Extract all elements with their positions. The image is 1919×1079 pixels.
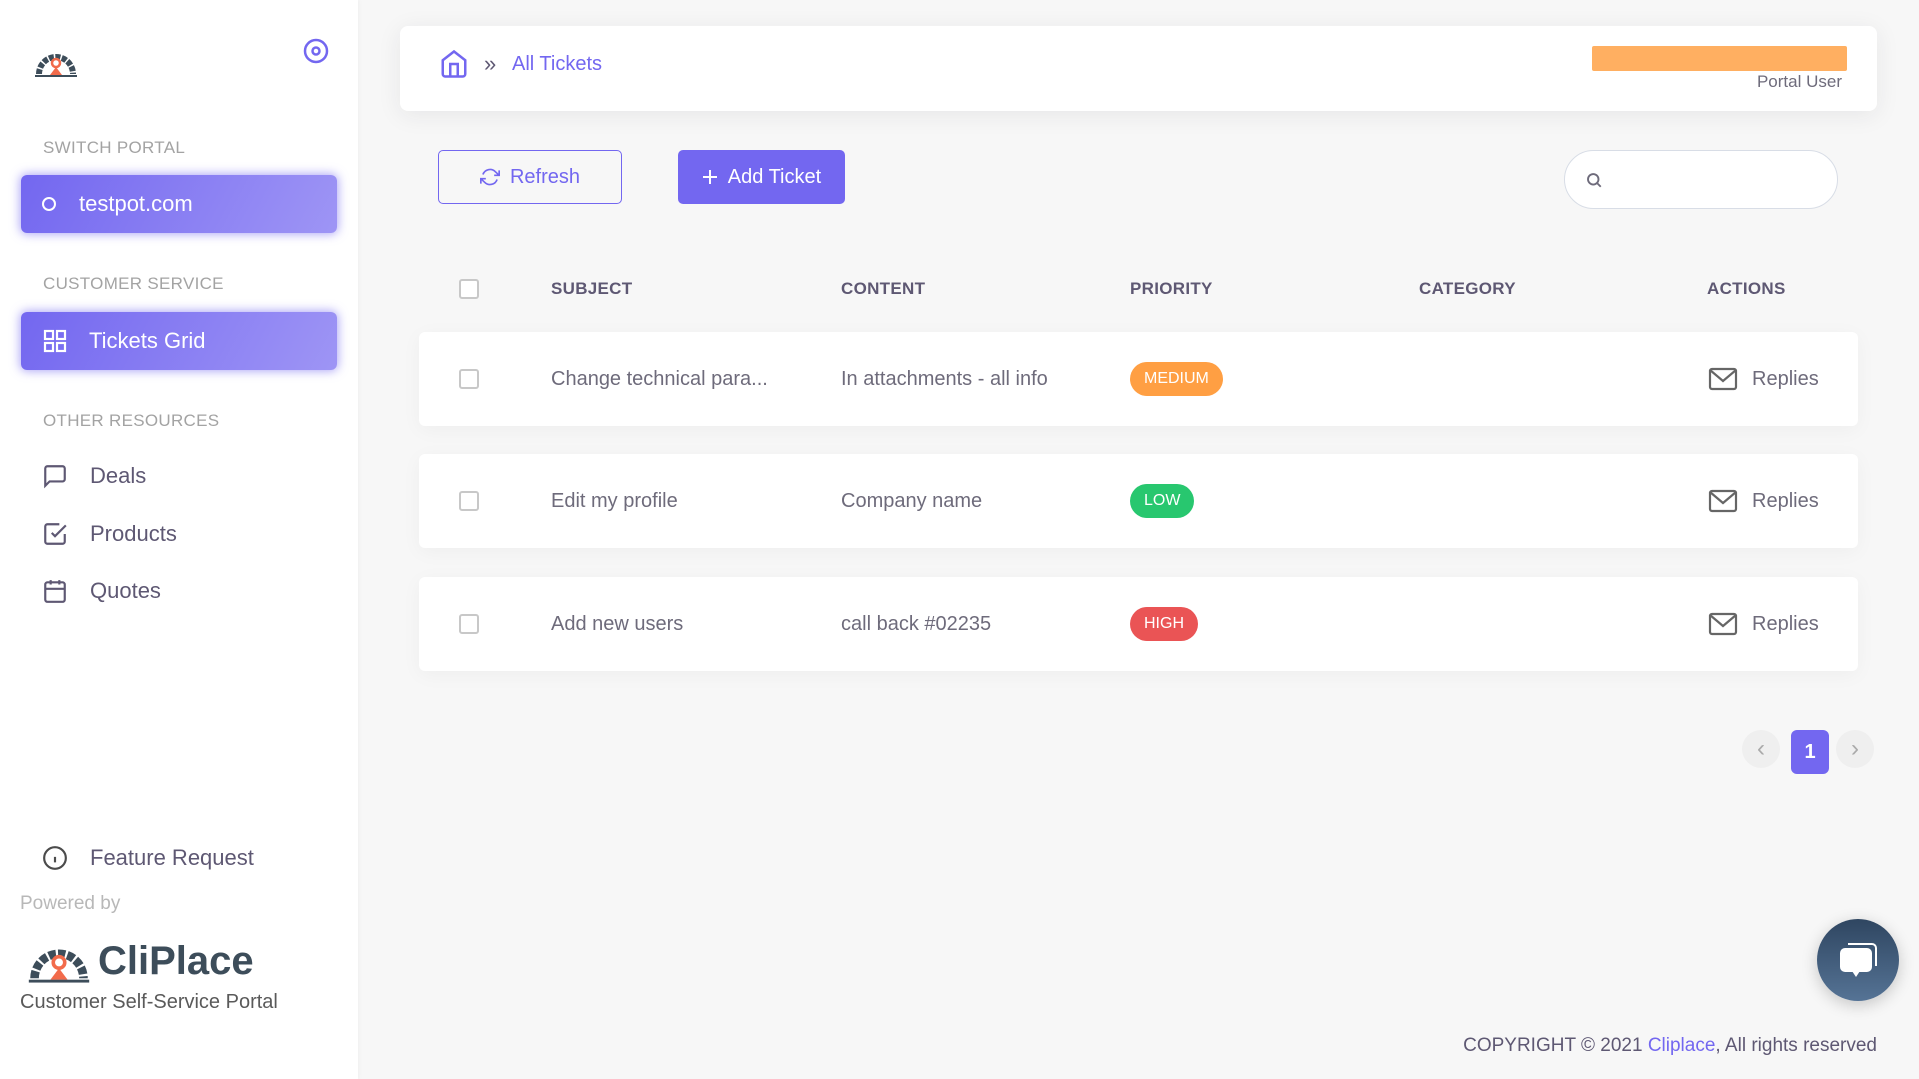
table-row[interactable]: Edit my profile Company name LOW Replies [419, 454, 1858, 548]
pagination-next[interactable]: › [1836, 730, 1874, 768]
search-input[interactable] [1613, 169, 1823, 190]
table-row[interactable]: Add new users call back #02235 HIGH Repl… [419, 577, 1858, 671]
ticket-content: In attachments - all info [841, 367, 1048, 390]
plus-icon [702, 170, 717, 184]
refresh-label: Refresh [509, 165, 581, 188]
portal-label: testpot.com [79, 191, 193, 216]
copyright-suffix: , All rights reserved [1715, 1035, 1877, 1056]
replies-label: Replies [1752, 612, 1819, 635]
quotes-label: Quotes [90, 578, 161, 603]
replies-button[interactable]: Replies [1708, 577, 1819, 671]
select-all-checkbox[interactable] [459, 279, 479, 299]
ticket-subject[interactable]: Change technical para... [551, 367, 768, 390]
circle-icon [42, 197, 56, 211]
other-resources-heading: OTHER RESOURCES [43, 411, 220, 430]
replies-button[interactable]: Replies [1708, 454, 1819, 548]
user-role: Portal User [1756, 72, 1842, 91]
top-header: » All Tickets Portal User [400, 26, 1877, 111]
pagination-page-1[interactable]: 1 [1791, 730, 1829, 774]
row-checkbox[interactable] [459, 614, 479, 634]
priority-badge: MEDIUM [1130, 362, 1223, 396]
mail-icon [1708, 612, 1738, 636]
customer-service-heading: CUSTOMER SERVICE [43, 274, 224, 293]
chat-button[interactable] [1817, 919, 1899, 1001]
search-box[interactable] [1564, 150, 1838, 209]
ticket-content: Company name [841, 489, 983, 512]
column-header-actions: ACTIONS [1707, 279, 1786, 298]
priority-badge: LOW [1130, 484, 1195, 518]
search-icon [1587, 172, 1602, 187]
sidebar-item-deals[interactable]: Deals [42, 463, 146, 489]
calendar-icon [44, 580, 66, 603]
sidebar-item-products[interactable]: Products [42, 521, 177, 547]
brand-name: CliPlace [98, 938, 254, 983]
table-row[interactable]: Change technical para... In attachments … [419, 332, 1858, 426]
chat-bubble-icon [1840, 943, 1877, 977]
home-icon[interactable] [439, 48, 469, 80]
mail-icon [1708, 367, 1738, 391]
row-checkbox[interactable] [459, 369, 479, 389]
add-ticket-button[interactable]: Add Ticket [678, 150, 845, 204]
user-name-bar[interactable] [1592, 46, 1847, 71]
column-header-priority: PRIORITY [1130, 279, 1213, 298]
column-header-content: CONTENT [841, 279, 926, 298]
cliplace-link[interactable]: Cliplace [1647, 1035, 1716, 1056]
powered-by-label: Powered by [20, 893, 121, 914]
refresh-icon [479, 168, 500, 186]
ticket-content: call back #02235 [841, 612, 992, 635]
replies-label: Replies [1752, 489, 1819, 512]
info-icon [43, 846, 67, 870]
deals-label: Deals [90, 463, 147, 488]
add-ticket-label: Add Ticket [727, 165, 822, 188]
cliplace-logo-icon [35, 54, 77, 77]
feature-request-label: Feature Request [90, 845, 254, 870]
ticket-subject[interactable]: Edit my profile [551, 489, 678, 512]
column-header-subject: SUBJECT [551, 279, 633, 298]
switch-portal-heading: SWITCH PORTAL [43, 138, 186, 157]
priority-badge: HIGH [1130, 607, 1198, 641]
grid-icon [43, 329, 67, 353]
target-toggle-icon[interactable] [302, 37, 330, 65]
message-square-icon [44, 465, 66, 489]
refresh-button[interactable]: Refresh [438, 150, 622, 204]
copyright-prefix: COPYRIGHT © 2021 [1463, 1035, 1648, 1056]
ticket-subject[interactable]: Add new users [551, 612, 684, 635]
cliplace-brand-logo: CliPlace [26, 938, 254, 984]
brand-tagline: Customer Self-Service Portal [20, 991, 278, 1013]
column-header-category: CATEGORY [1419, 279, 1516, 298]
sidebar-item-quotes[interactable]: Quotes [42, 578, 161, 604]
sidebar-item-tickets-grid[interactable]: Tickets Grid [21, 312, 337, 370]
replies-label: Replies [1752, 367, 1819, 390]
products-label: Products [90, 521, 177, 546]
footer-copyright: COPYRIGHT © 2021 Cliplace, All rights re… [1463, 1035, 1877, 1057]
tickets-grid-label: Tickets Grid [89, 328, 206, 353]
pagination-prev[interactable]: ‹ [1742, 730, 1780, 768]
feature-request-link[interactable]: Feature Request [42, 845, 254, 871]
cliplace-logo-mark-icon [28, 949, 90, 983]
row-checkbox[interactable] [459, 491, 479, 511]
portal-item-testpot[interactable]: testpot.com [21, 175, 337, 233]
breadcrumb-all-tickets[interactable]: All Tickets [512, 53, 603, 75]
mail-icon [1708, 489, 1738, 513]
sidebar: SWITCH PORTAL testpot.com CUSTOMER SERVI… [0, 0, 358, 1079]
breadcrumb-separator: » [484, 51, 497, 76]
replies-button[interactable]: Replies [1708, 332, 1819, 426]
check-square-icon [44, 523, 67, 545]
